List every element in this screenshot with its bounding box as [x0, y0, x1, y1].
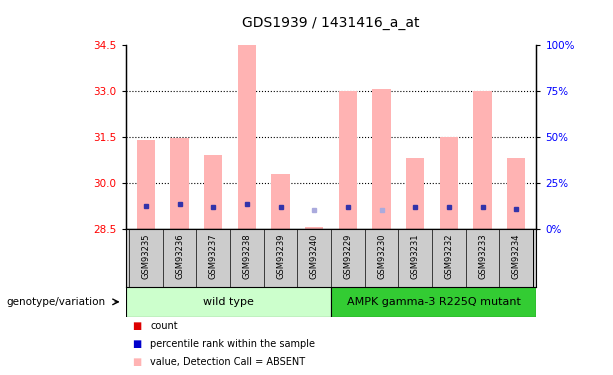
Text: GSM93236: GSM93236	[175, 233, 184, 279]
Text: GSM93240: GSM93240	[310, 233, 319, 279]
Bar	[204, 155, 223, 229]
Text: GSM93238: GSM93238	[242, 233, 251, 279]
Bar	[473, 91, 492, 229]
Text: GSM93231: GSM93231	[411, 233, 420, 279]
Text: ■: ■	[132, 357, 141, 367]
Text: value, Detection Call = ABSENT: value, Detection Call = ABSENT	[150, 357, 305, 367]
Text: genotype/variation: genotype/variation	[6, 297, 105, 307]
Text: GSM93232: GSM93232	[444, 233, 454, 279]
Text: count: count	[150, 321, 178, 331]
Text: ■: ■	[132, 321, 141, 331]
Bar	[137, 140, 155, 229]
Text: GSM93233: GSM93233	[478, 233, 487, 279]
Bar	[440, 137, 458, 229]
Bar	[305, 227, 324, 229]
Text: GDS1939 / 1431416_a_at: GDS1939 / 1431416_a_at	[242, 16, 420, 30]
Bar	[331, 287, 536, 317]
Bar	[272, 174, 290, 229]
Text: percentile rank within the sample: percentile rank within the sample	[150, 339, 315, 349]
Text: GSM93239: GSM93239	[276, 233, 285, 279]
Bar	[126, 287, 331, 317]
Text: GSM93230: GSM93230	[377, 233, 386, 279]
Text: AMPK gamma-3 R225Q mutant: AMPK gamma-3 R225Q mutant	[347, 297, 520, 307]
Bar	[372, 89, 390, 229]
Text: GSM93235: GSM93235	[142, 233, 150, 279]
Bar	[238, 45, 256, 229]
Text: GSM93234: GSM93234	[512, 233, 520, 279]
Bar	[406, 158, 424, 229]
Text: GSM93237: GSM93237	[208, 233, 218, 279]
Text: wild type: wild type	[203, 297, 254, 307]
Bar	[507, 158, 525, 229]
Bar	[338, 91, 357, 229]
Text: ■: ■	[132, 339, 141, 349]
Text: GSM93229: GSM93229	[343, 233, 352, 279]
Bar	[170, 138, 189, 229]
